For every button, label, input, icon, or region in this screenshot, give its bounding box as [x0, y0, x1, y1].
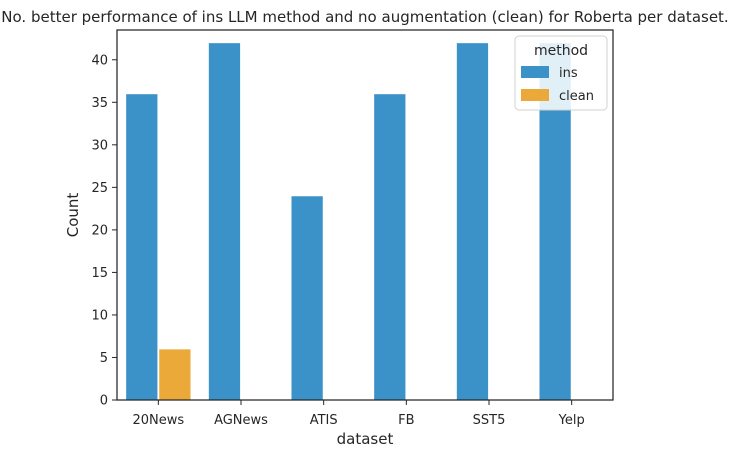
x-tick-label: SST5	[473, 413, 506, 428]
legend-title: method	[534, 43, 588, 59]
x-tick-label: 20News	[132, 413, 184, 428]
y-tick-label: 25	[91, 181, 108, 196]
bar-ins-ATIS	[290, 195, 324, 401]
bar-ins-20News	[125, 93, 159, 401]
y-tick-label: 35	[91, 96, 108, 111]
legend-swatch-clean	[521, 89, 549, 101]
y-tick-label: 40	[91, 53, 108, 68]
y-tick-label: 20	[91, 223, 108, 238]
legend-label-ins: ins	[559, 66, 578, 81]
y-tick-label: 5	[100, 351, 108, 366]
plot-frame	[116, 29, 614, 401]
x-axis-label: dataset	[337, 430, 394, 448]
x-tick-label: AGNews	[214, 413, 268, 428]
legend-label-clean: clean	[559, 89, 594, 104]
x-tick-label: ATIS	[310, 413, 338, 428]
y-tick-label: 0	[100, 394, 108, 409]
y-tick-label: 10	[91, 308, 108, 323]
x-tick-label: FB	[398, 413, 414, 428]
axes-layer: 20News AGNews ATIS FB SST5 Yelp 0 5 10 15 20 25 30 35…	[91, 29, 614, 428]
legend: method ins clean	[514, 35, 608, 111]
y-axis-label: Count	[64, 193, 82, 238]
bar-ins-AGNews	[208, 42, 241, 401]
y-tick-label: 30	[91, 138, 108, 153]
bar-clean-20News	[158, 348, 192, 401]
x-tick-label: Yelp	[558, 413, 585, 428]
chart-title: No. better performance of ins LLM method…	[1, 8, 728, 26]
bar-ins-FB	[373, 93, 407, 401]
y-tick-label: 15	[91, 266, 108, 281]
bar-ins-SST5	[456, 42, 489, 401]
legend-swatch-ins	[521, 66, 549, 78]
